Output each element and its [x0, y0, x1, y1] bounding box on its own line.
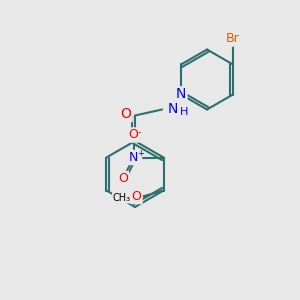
Text: -: - — [138, 127, 141, 137]
Text: O: O — [121, 107, 131, 121]
Text: O: O — [129, 128, 139, 142]
Text: O: O — [132, 190, 142, 203]
Text: CH₃: CH₃ — [112, 193, 130, 203]
Text: N: N — [176, 88, 186, 101]
Text: O: O — [118, 172, 128, 185]
Text: N: N — [129, 151, 138, 164]
Text: Br: Br — [226, 32, 240, 46]
Text: H: H — [180, 107, 189, 118]
Text: N: N — [167, 103, 178, 116]
Text: +: + — [138, 148, 145, 158]
